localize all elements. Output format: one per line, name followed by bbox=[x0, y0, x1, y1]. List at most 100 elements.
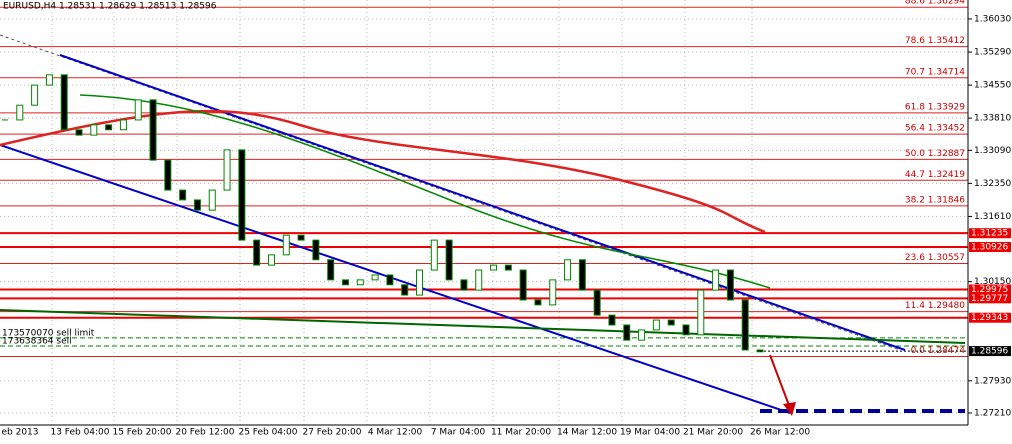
x-tick-label: 19 Mar 04:00 bbox=[620, 428, 680, 438]
candle bbox=[504, 264, 512, 271]
channel-lower bbox=[0, 144, 791, 414]
y-tick-label: 1.36030 bbox=[974, 14, 1011, 24]
candle bbox=[238, 149, 246, 241]
candle bbox=[208, 189, 216, 211]
current-price-label: 1.28596 bbox=[971, 347, 1008, 357]
x-tick-label: 7 Mar 04:00 bbox=[431, 428, 486, 438]
price-axis-bg bbox=[968, 0, 1012, 440]
candle bbox=[164, 159, 172, 191]
candle bbox=[327, 259, 335, 281]
candle bbox=[416, 269, 424, 296]
y-tick-label: 1.35290 bbox=[974, 48, 1011, 58]
candle bbox=[179, 189, 187, 201]
x-tick-label: 13 Feb 04:00 bbox=[50, 428, 109, 438]
candle bbox=[341, 279, 349, 286]
fib-label: 56.4 1.33452 bbox=[905, 124, 965, 134]
y-tick-label: 1.33090 bbox=[974, 146, 1011, 156]
candle bbox=[564, 259, 572, 281]
fib-label: 78.6 1.35412 bbox=[905, 36, 965, 46]
candle bbox=[90, 124, 98, 136]
ma-long bbox=[0, 309, 966, 344]
candle bbox=[119, 119, 127, 131]
candle bbox=[445, 239, 453, 281]
y-tick-label: 1.32350 bbox=[974, 179, 1011, 189]
target-arrow bbox=[769, 354, 791, 409]
candle bbox=[726, 269, 734, 301]
order-label: 173638364 sell bbox=[2, 336, 72, 346]
y-tick-label: 1.30150 bbox=[974, 277, 1011, 287]
candle bbox=[253, 239, 261, 266]
y-tick-label: 1.31610 bbox=[974, 212, 1011, 222]
x-tick-label: eb 2013 bbox=[1, 428, 38, 438]
fib-label: 61.8 1.33929 bbox=[905, 102, 965, 112]
candle bbox=[534, 299, 542, 306]
level-label: 1.30926 bbox=[971, 242, 1008, 252]
candle bbox=[134, 99, 142, 121]
ma-slow bbox=[0, 109, 766, 234]
y-tick-label: 1.33810 bbox=[974, 114, 1011, 124]
y-tick-label: 1.27930 bbox=[974, 376, 1011, 386]
chart-title: EURUSD,H4 1.28531 1.28629 1.28513 1.2859… bbox=[3, 2, 217, 12]
current-price-box bbox=[969, 346, 1011, 357]
candle bbox=[31, 84, 39, 106]
level-label: 1.31235 bbox=[971, 229, 1008, 239]
candle bbox=[312, 239, 320, 261]
x-tick-label: 21 Mar 20:00 bbox=[683, 428, 743, 438]
candle bbox=[430, 239, 438, 271]
candle bbox=[712, 269, 720, 291]
target-arrow-head bbox=[783, 402, 796, 416]
candle bbox=[623, 324, 631, 341]
candle bbox=[475, 269, 483, 291]
candle bbox=[267, 254, 275, 266]
candle bbox=[593, 289, 601, 316]
candle bbox=[16, 104, 24, 121]
candle bbox=[149, 99, 157, 161]
x-tick-label: 20 Feb 12:00 bbox=[175, 428, 234, 438]
candle bbox=[652, 319, 660, 331]
candle bbox=[371, 274, 379, 281]
level-box bbox=[969, 228, 1011, 239]
level-box bbox=[969, 312, 1011, 323]
candle bbox=[682, 324, 690, 336]
candle bbox=[549, 279, 557, 306]
x-tick-label: 4 Mar 12:00 bbox=[368, 428, 423, 438]
x-tick-label: 15 Feb 20:00 bbox=[112, 428, 171, 438]
candle bbox=[297, 234, 305, 241]
candle bbox=[608, 314, 616, 326]
level-label: 1.29975 bbox=[971, 285, 1008, 295]
candle bbox=[386, 274, 394, 286]
x-tick-label: 14 Mar 12:00 bbox=[557, 428, 617, 438]
ma-fast bbox=[79, 94, 771, 289]
level-box bbox=[969, 284, 1011, 295]
candle bbox=[578, 259, 586, 291]
candle bbox=[45, 74, 53, 86]
y-tick-label: 1.27210 bbox=[974, 408, 1011, 418]
fib-label: 38.2 1.31846 bbox=[905, 195, 965, 205]
fib-label: 88.6 1.36294 bbox=[905, 0, 965, 7]
candle bbox=[460, 279, 468, 291]
candle bbox=[193, 199, 201, 211]
channel-mid bbox=[0, 34, 901, 351]
level-label: 1.29777 bbox=[971, 294, 1008, 304]
candle bbox=[356, 279, 364, 286]
fib-label: 23.6 1.30557 bbox=[905, 253, 965, 263]
fib-label: 11.4 1.29480 bbox=[905, 301, 965, 311]
x-tick-label: 27 Feb 20:00 bbox=[302, 428, 361, 438]
candle bbox=[105, 124, 113, 131]
candle bbox=[741, 299, 749, 351]
fib-label: 70.7 1.34714 bbox=[905, 67, 965, 77]
candle bbox=[60, 74, 68, 131]
fib-label: 44.7 1.32419 bbox=[905, 170, 965, 180]
x-tick-label: 11 Mar 20:00 bbox=[491, 428, 551, 438]
y-tick-label: 1.34550 bbox=[974, 81, 1011, 91]
candle bbox=[697, 289, 705, 336]
candle bbox=[75, 129, 83, 136]
candle bbox=[638, 329, 646, 341]
level-label: 1.29343 bbox=[971, 313, 1008, 323]
candle bbox=[223, 149, 231, 191]
candle bbox=[401, 284, 409, 296]
channel-upper bbox=[59, 54, 906, 351]
candle bbox=[667, 319, 675, 326]
